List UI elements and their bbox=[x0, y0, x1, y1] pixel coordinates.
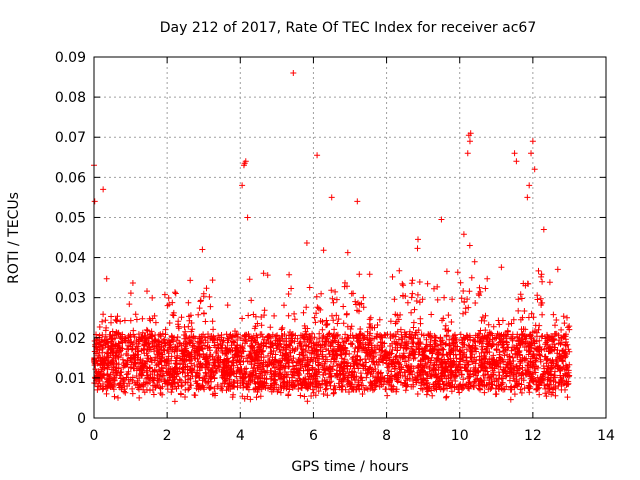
y-tick-label: 0.04 bbox=[55, 251, 86, 267]
x-tick-label: 12 bbox=[524, 428, 542, 444]
x-tick-label: 4 bbox=[236, 428, 245, 444]
data-point bbox=[314, 152, 321, 159]
data-point bbox=[466, 138, 473, 145]
data-point bbox=[540, 226, 547, 233]
data-point bbox=[91, 198, 98, 205]
y-axis-ticks: 0 0.01 0.02 0.03 0.04 0.05 0.06 0.07 0.08 0.09 bbox=[55, 50, 606, 427]
data-point bbox=[464, 150, 471, 157]
y-axis-label: ROTI / TECUs bbox=[6, 192, 22, 284]
data-point bbox=[528, 150, 535, 157]
scatter-band bbox=[91, 231, 573, 405]
data-point bbox=[524, 194, 531, 201]
data-point bbox=[513, 158, 520, 165]
data-point bbox=[244, 214, 251, 221]
data-point bbox=[526, 182, 533, 189]
x-tick-label: 10 bbox=[451, 428, 469, 444]
plot-frame bbox=[93, 56, 607, 419]
chart-title: Day 212 of 2017, Rate Of TEC Index for r… bbox=[160, 20, 536, 36]
y-tick-label: 0.08 bbox=[55, 90, 86, 106]
data-point bbox=[100, 186, 107, 193]
data-point bbox=[511, 150, 518, 157]
data-point bbox=[354, 198, 361, 205]
y-tick-label: 0.05 bbox=[55, 210, 86, 226]
x-tick-label: 8 bbox=[382, 428, 391, 444]
y-tick-label: 0.02 bbox=[55, 331, 86, 347]
x-tick-label: 6 bbox=[309, 428, 318, 444]
x-tick-label: 14 bbox=[597, 428, 615, 444]
data-point bbox=[239, 182, 246, 189]
data-point bbox=[467, 130, 474, 137]
y-tick-label: 0.01 bbox=[55, 371, 86, 387]
y-tick-label: 0.09 bbox=[55, 50, 86, 66]
data-point bbox=[531, 166, 538, 173]
data-point bbox=[438, 216, 445, 223]
x-tick-label: 0 bbox=[90, 428, 99, 444]
data-point bbox=[529, 138, 536, 145]
x-axis-label: GPS time / hours bbox=[291, 459, 408, 475]
x-axis-ticks: 0 2 4 6 8 10 12 14 bbox=[90, 57, 615, 444]
y-tick-label: 0 bbox=[77, 411, 86, 427]
y-tick-label: 0.07 bbox=[55, 130, 86, 146]
data-point bbox=[328, 194, 335, 201]
data-point bbox=[242, 158, 249, 165]
data-point bbox=[290, 70, 297, 77]
y-tick-label: 0.06 bbox=[55, 170, 86, 186]
x-tick-label: 2 bbox=[163, 428, 172, 444]
y-tick-label: 0.03 bbox=[55, 291, 86, 307]
data-points bbox=[91, 70, 573, 405]
